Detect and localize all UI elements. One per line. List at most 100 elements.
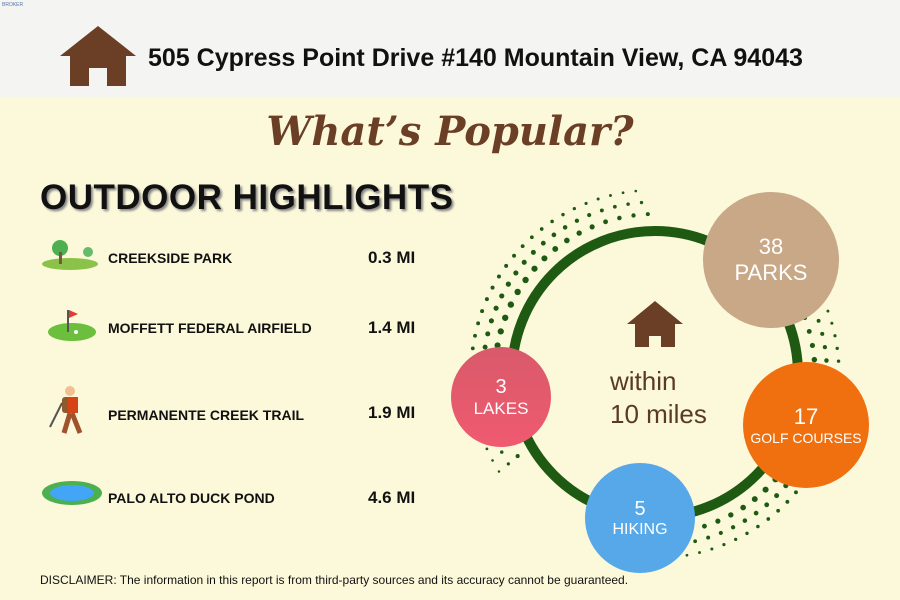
halo-dot: [698, 551, 701, 554]
halo-dot: [530, 249, 536, 255]
halo-dot: [540, 240, 546, 246]
golf-icon: [48, 310, 96, 341]
halo-dot: [730, 525, 736, 530]
halo-dot: [541, 255, 548, 262]
halo-dot: [609, 194, 612, 197]
halo-dot: [564, 237, 570, 244]
house-icon: [60, 26, 136, 86]
halo-dot: [728, 512, 734, 518]
halo-dot: [826, 309, 830, 313]
halo-dot: [766, 517, 771, 521]
highlight-distance: 1.9 MI: [368, 403, 416, 422]
highlight-row: PERMANENTE CREEK TRAIL 1.9 MI: [40, 385, 440, 445]
halo-dot: [793, 490, 798, 495]
halo-dot: [702, 523, 707, 529]
halo-dot: [576, 230, 582, 236]
halo-dot: [473, 333, 477, 338]
halo-dot: [485, 447, 489, 451]
hiking-bubble: 5 HIKING: [585, 463, 695, 573]
halo-dot: [776, 508, 781, 513]
halo-dot: [539, 227, 544, 231]
halo-dot: [806, 328, 812, 334]
halo-dot: [512, 253, 517, 258]
radius-label: within 10 miles: [610, 365, 707, 431]
halo-dot: [762, 486, 769, 493]
halo-dot: [809, 342, 816, 349]
halo-dot: [500, 450, 504, 454]
halo-dot: [513, 270, 519, 276]
halo-dot: [596, 197, 600, 201]
hiker-icon: [49, 386, 83, 434]
halo-dot: [490, 285, 495, 290]
halo-dot: [572, 206, 576, 211]
halo-dot: [820, 331, 825, 336]
halo-dot: [603, 219, 608, 225]
pond-icon: [42, 481, 102, 505]
halo-dot: [574, 218, 580, 223]
halo-dot: [740, 504, 746, 511]
halo-dot: [764, 502, 770, 508]
parks-label: PARKS: [734, 260, 808, 285]
halo-dot: [589, 224, 595, 230]
lakes-label: LAKES: [473, 398, 529, 418]
highlight-name: CREEKSIDE PARK: [108, 250, 233, 266]
halo-dot: [493, 305, 499, 311]
halo-dot: [531, 265, 538, 272]
halo-dot: [599, 208, 604, 213]
golf-count: 17: [793, 404, 819, 429]
halo-dot: [507, 301, 515, 308]
halo-dot: [522, 276, 529, 284]
radius-line1: within: [610, 366, 677, 396]
halo-dot: [685, 553, 689, 557]
home-icon: [627, 301, 683, 347]
lakes-bubble: 3 LAKES: [451, 347, 551, 447]
hiking-count: 5: [634, 497, 646, 520]
halo-dot: [480, 309, 485, 314]
halo-dot: [520, 244, 525, 249]
highlight-row: PALO ALTO DUCK POND 4.6 MI: [40, 478, 440, 518]
halo-dot: [521, 259, 527, 265]
halo-dot: [514, 288, 521, 296]
highlight-name: PALO ALTO DUCK POND: [108, 490, 275, 506]
highlight-distance: 1.4 MI: [368, 318, 416, 337]
halo-dot: [550, 219, 554, 224]
halo-dot: [756, 524, 760, 529]
halo-dot: [830, 321, 834, 325]
halo-dot: [718, 530, 723, 535]
halo-dot: [722, 543, 726, 547]
halo-dot: [626, 202, 630, 206]
halo-dot: [822, 344, 828, 350]
halo-dot: [816, 318, 821, 323]
halo-dot: [745, 531, 749, 536]
halo-dot: [551, 232, 557, 238]
lakes-count: 3: [495, 375, 507, 398]
halo-dot: [562, 225, 568, 230]
halo-dot: [494, 342, 501, 349]
halo-dot: [751, 496, 758, 503]
halo-dot: [833, 334, 837, 338]
parks-bubble: 38 PARKS: [703, 192, 839, 328]
halo-dot: [715, 518, 721, 524]
halo-dot: [515, 454, 520, 459]
halo-dot: [639, 200, 644, 205]
halo-dot: [491, 459, 494, 462]
halo-dot: [499, 293, 505, 299]
disclaimer: DISCLAIMER: The information in this repo…: [40, 573, 629, 587]
halo-dot: [631, 213, 636, 218]
section-title: OUTDOOR HIGHLIGHTS: [40, 178, 454, 217]
halo-dot: [634, 189, 638, 193]
halo-dot: [488, 318, 494, 324]
halo-dot: [734, 537, 738, 542]
halo-dot: [706, 535, 711, 540]
halo-dot: [502, 314, 509, 321]
radius-line2: 10 miles: [610, 399, 707, 429]
halo-dot: [587, 213, 592, 218]
halo-dot: [753, 510, 759, 516]
page-title: What’s Popular?: [266, 108, 634, 155]
halo-dot: [621, 191, 625, 195]
highlight-name: PERMANENTE CREEK TRAIL: [108, 407, 305, 423]
halo-dot: [497, 328, 504, 335]
broker-logo: BROKER: [2, 2, 24, 8]
halo-dot: [470, 346, 475, 351]
halo-dot: [742, 518, 748, 523]
